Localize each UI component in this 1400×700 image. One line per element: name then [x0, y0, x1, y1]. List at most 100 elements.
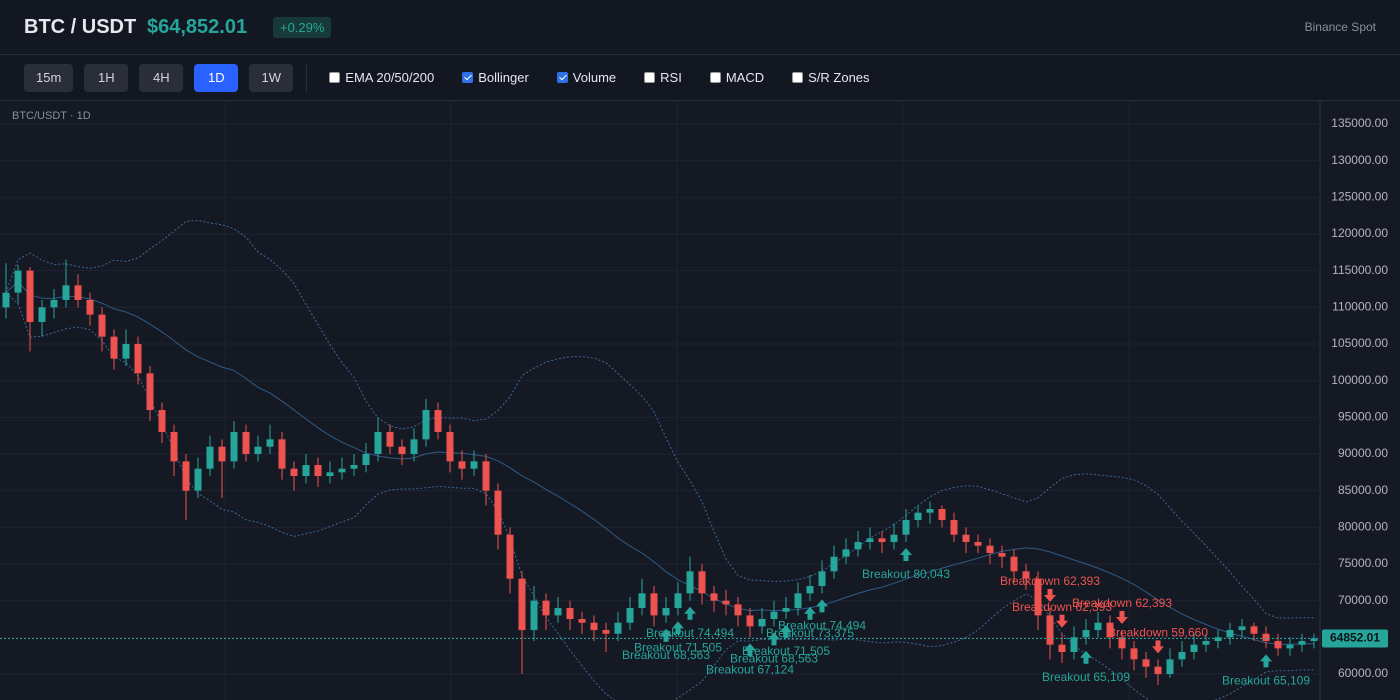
indicator-label: S/R Zones	[808, 70, 870, 85]
candle-body	[470, 461, 478, 469]
candle-body	[1226, 630, 1234, 638]
candle-body	[326, 472, 334, 477]
candle-body	[1094, 622, 1102, 631]
checkbox[interactable]	[644, 72, 656, 83]
timeframe-button[interactable]: 15m	[24, 63, 74, 92]
candle-body	[914, 512, 922, 521]
candle-body	[194, 468, 202, 491]
y-tick-label: 135000.00	[1331, 116, 1388, 130]
y-tick-label: 60000.00	[1338, 666, 1388, 680]
y-tick-label: 90000.00	[1338, 446, 1388, 460]
y-tick-label: 100000.00	[1331, 373, 1388, 387]
toolbar: 15m 1H 4H 1D 1W EMA 20/50/200 Bollinger Volume R…	[0, 55, 1400, 101]
last-price-badge	[1322, 629, 1388, 648]
candle-body	[38, 307, 46, 322]
candle-body	[218, 446, 226, 462]
y-tick-label: 105000.00	[1331, 336, 1388, 350]
candle-body	[86, 299, 94, 315]
candle-body	[158, 409, 166, 433]
y-tick-label: 120000.00	[1331, 226, 1388, 240]
pair: BTC / USDT	[24, 16, 137, 38]
checkbox[interactable]	[792, 72, 804, 83]
indicator-toggle[interactable]: Bollinger	[462, 70, 529, 85]
indicator-label: MACD	[725, 70, 765, 85]
candle-body	[926, 509, 934, 513]
bollinger-upper	[5, 219, 1315, 619]
checkbox[interactable]	[709, 72, 721, 83]
candle-body	[530, 600, 538, 631]
separator	[306, 63, 308, 92]
candle-body	[290, 468, 298, 477]
indicator-toggle[interactable]: S/R Zones	[792, 70, 870, 85]
signal-label: Breakout 74,494	[778, 619, 866, 633]
candle-body	[830, 556, 838, 572]
candle-body	[542, 600, 550, 616]
candle-body	[698, 571, 706, 594]
candle-body	[950, 520, 958, 535]
candle-body	[302, 465, 310, 477]
indicator-label: RSI	[660, 70, 682, 85]
signal-arrow-up	[672, 621, 684, 635]
last-price-label: 64852.01	[1330, 631, 1380, 645]
candle-body	[482, 461, 490, 491]
candle-body	[1298, 641, 1306, 645]
bollinger-middle	[5, 280, 1314, 645]
signal-arrow-down	[1116, 611, 1128, 625]
signal-label: Breakdown 62,393	[1000, 574, 1100, 588]
candle-body	[1286, 644, 1294, 649]
candle-body	[1010, 556, 1018, 572]
price: $64,852.01	[147, 16, 248, 38]
candle-body	[1106, 622, 1114, 638]
candle-body	[854, 542, 862, 550]
checkbox[interactable]	[462, 72, 474, 83]
candle-body	[878, 538, 886, 543]
signal-label: Breakdown 59,660	[1108, 626, 1208, 640]
candle-body	[734, 604, 742, 616]
candle-body	[1190, 644, 1198, 653]
indicator-toggle[interactable]: EMA 20/50/200	[329, 70, 434, 85]
candle-body	[890, 534, 898, 543]
checkbox[interactable]	[329, 72, 341, 83]
candle-body	[674, 593, 682, 609]
candle-body	[146, 373, 154, 410]
chart-title: BTC/USDT · 1D	[12, 110, 91, 122]
candle-body	[1046, 615, 1054, 645]
candle-body	[74, 285, 82, 300]
candle-body	[494, 490, 502, 535]
candle-body	[614, 622, 622, 634]
candle-body	[770, 611, 778, 620]
signal-label: Breakout 71,505	[634, 641, 722, 655]
candle-body	[602, 630, 610, 634]
timeframe-button[interactable]: 1H	[84, 63, 129, 92]
timeframe-button[interactable]: 1D	[194, 63, 239, 92]
candle-body	[398, 446, 406, 455]
indicator-label: Volume	[572, 70, 617, 85]
checkbox[interactable]	[556, 72, 568, 83]
candle-body	[374, 432, 382, 455]
indicator-toggle[interactable]: MACD	[709, 70, 765, 85]
candle-body	[134, 343, 142, 374]
candle-body	[650, 593, 658, 616]
candle-body	[566, 608, 574, 620]
candle-body	[554, 608, 562, 616]
indicator-toggle[interactable]: Volume	[556, 70, 617, 85]
candle-body	[758, 619, 766, 627]
exchange: Binance Spot	[1304, 20, 1376, 34]
timeframe-button[interactable]: 4H	[139, 63, 184, 92]
timeframe-button[interactable]: 1W	[249, 63, 294, 92]
candle-body	[110, 336, 118, 359]
indicator-toggle[interactable]: RSI	[644, 70, 682, 85]
candle-body	[794, 593, 802, 609]
candle-body	[974, 542, 982, 546]
candle-body	[746, 615, 754, 627]
candle-body	[806, 586, 814, 594]
signal-label: Breakout 65,109	[1042, 670, 1130, 684]
candle-body	[266, 439, 274, 447]
candle-body	[686, 571, 694, 594]
header: BTC / USDT $64,852.01 +0.29% Binance Spo…	[0, 0, 1400, 55]
candle-body	[1238, 626, 1246, 631]
candle-body	[1118, 637, 1126, 649]
signal-arrow-up	[768, 632, 780, 646]
plot-background	[0, 101, 1400, 700]
